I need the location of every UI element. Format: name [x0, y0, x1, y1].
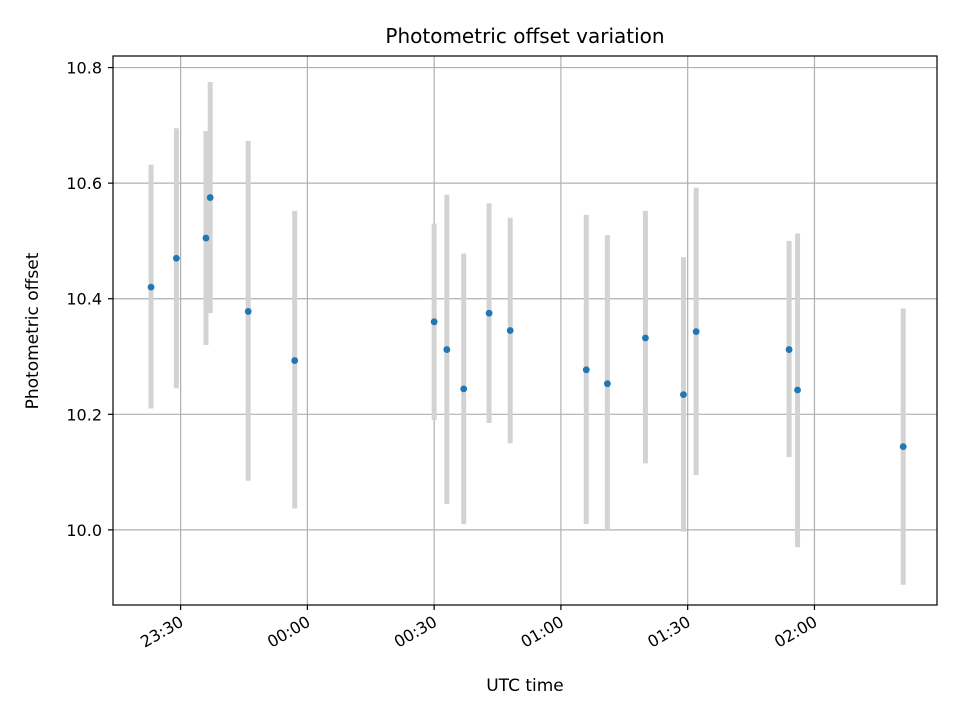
- data-point: [582, 366, 590, 374]
- plot-frame: [112, 55, 938, 606]
- data-point: [506, 327, 514, 334]
- data-point: [244, 308, 252, 315]
- y-tick-label: 10.6: [66, 174, 102, 193]
- data-point: [147, 283, 155, 291]
- data-point: [485, 309, 493, 317]
- data-point: [172, 254, 180, 262]
- data-point: [202, 234, 210, 242]
- data-point: [604, 380, 611, 388]
- data-points: [147, 194, 907, 451]
- data-point: [794, 386, 801, 394]
- y-tick-label: 10.2: [66, 405, 102, 424]
- y-axis-title: Photometric offset: [23, 252, 43, 409]
- data-point: [785, 346, 793, 353]
- y-axis: 10.0 10.2 10.4 10.6 10.8: [66, 59, 113, 540]
- data-point: [899, 443, 907, 451]
- data-point: [680, 391, 687, 399]
- x-axis-title: UTC time: [486, 676, 564, 696]
- data-point: [692, 328, 700, 336]
- y-tick-label: 10.8: [66, 59, 102, 78]
- y-tick-label: 10.4: [66, 290, 102, 309]
- data-point: [206, 194, 214, 201]
- y-tick-label: 10.0: [66, 521, 102, 540]
- data-point: [460, 385, 468, 393]
- data-point: [430, 318, 438, 326]
- data-point: [443, 346, 451, 353]
- data-point: [291, 357, 299, 364]
- chart-title: Photometric offset variation: [385, 24, 664, 48]
- data-point: [642, 334, 649, 342]
